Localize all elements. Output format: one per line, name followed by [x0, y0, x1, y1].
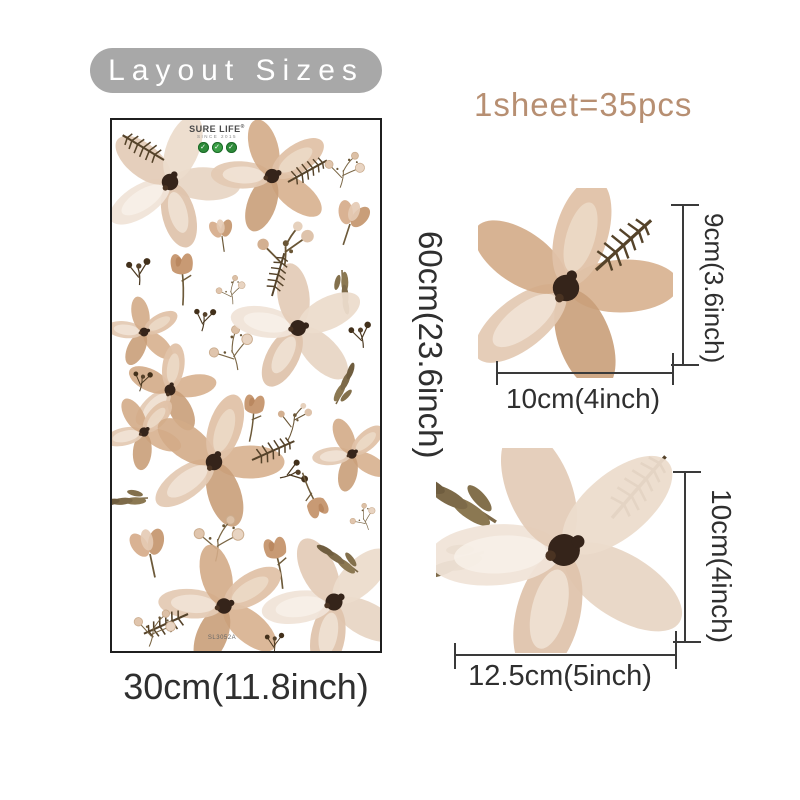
flower-motif-p2	[205, 216, 239, 255]
flower-motif-p2	[324, 194, 377, 252]
sample2-height-label: 10cm(4inch)	[706, 489, 737, 644]
flower-motif-tulip	[169, 252, 196, 307]
eco-badge-row: ✓ ✓ ✓	[172, 142, 262, 153]
flower-sample-large-illustration	[436, 448, 691, 653]
flower-motif-buds	[345, 499, 380, 536]
sample2-width-label: 12.5cm(5inch)	[468, 660, 652, 692]
flower-motif-f5a	[304, 408, 380, 500]
sample1-height-bracket	[671, 204, 699, 366]
eco-badge-icon: ✓	[197, 142, 209, 153]
flower-sheet-illustration	[112, 120, 380, 651]
flower-motif-berries	[125, 257, 153, 287]
layout-sizes-badge: Layout Sizes	[90, 48, 382, 93]
sticker-sheet: SURE LIFE® SINCE 2015 ✓ ✓ ✓ SL3052A	[110, 118, 382, 653]
sheet-sku-label: SL3052A	[207, 635, 237, 641]
sheet-count-label: 1sheet=35pcs	[474, 86, 693, 123]
flower-motif-tulip	[291, 468, 332, 521]
flower-motif-buds	[213, 273, 249, 308]
flower-motif-f5a	[478, 188, 673, 378]
brand-logo: SURE LIFE® SINCE 2015 ✓ ✓ ✓	[172, 122, 262, 153]
flower-motif-buds	[320, 146, 368, 192]
brand-logo-title: SURE LIFE®	[189, 124, 245, 134]
sample1-height-label: 9cm(3.6inch)	[699, 213, 729, 364]
flower-motif-f5b	[436, 448, 691, 653]
sample1-width-label: 10cm(4inch)	[505, 383, 661, 414]
eco-badge-icon: ✓	[225, 142, 237, 153]
registered-mark-icon: ®	[240, 124, 245, 130]
flower-motif-leafb	[112, 476, 152, 525]
flower-motif-berries	[191, 305, 218, 334]
brand-logo-subtitle: SINCE 2015	[196, 134, 237, 139]
eco-badge-icon: ✓	[211, 142, 223, 153]
sheet-width-label: 30cm(11.8inch)	[123, 666, 369, 707]
sheet-height-label: 60cm(23.6inch)	[412, 231, 449, 459]
flower-motif-tulip	[239, 393, 267, 444]
flower-motif-berries	[346, 320, 376, 351]
flower-sample-small-illustration	[478, 188, 673, 378]
flower-motif-sprig	[272, 397, 315, 446]
flower-motif-p2	[123, 523, 177, 583]
